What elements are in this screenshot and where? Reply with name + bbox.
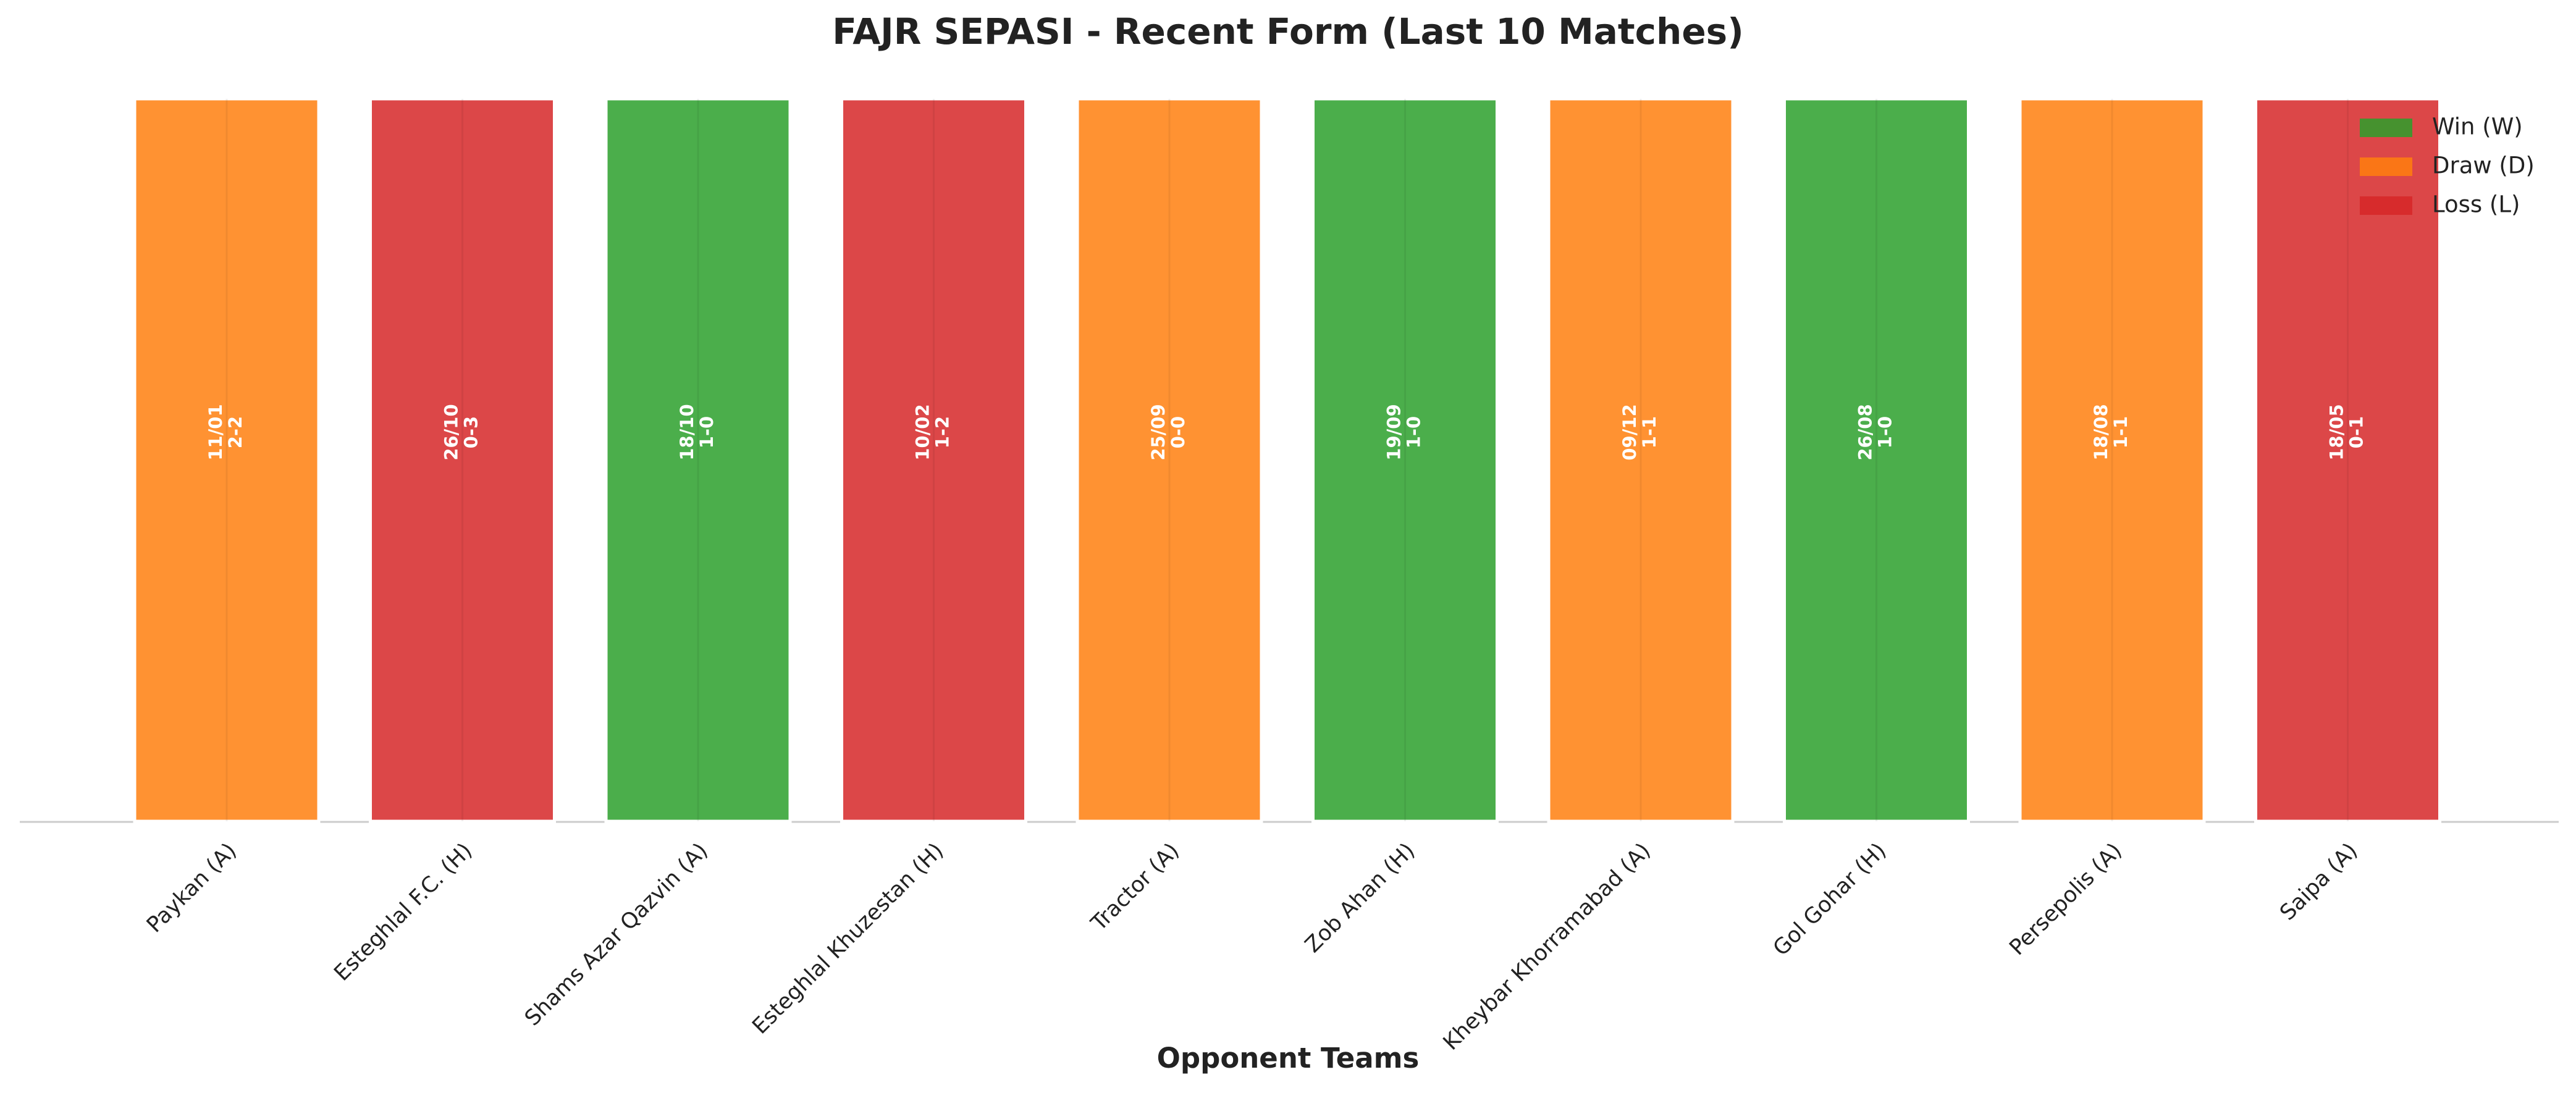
bar <box>2254 97 2441 823</box>
chart-title: FAJR SEPASI - Recent Form (Last 10 Match… <box>832 10 1743 52</box>
legend-label: Win (W) <box>2432 114 2523 140</box>
bar-label: 18/101-0 <box>676 404 717 460</box>
bar-date: 11/01 <box>205 404 226 460</box>
legend-swatch <box>2360 196 2412 215</box>
bar-score: 1-1 <box>1639 416 1660 448</box>
bar <box>840 97 1027 823</box>
bar-date: 26/10 <box>441 404 462 460</box>
bar <box>1783 97 1970 823</box>
bar-date: 18/10 <box>676 404 697 460</box>
legend-swatch <box>2360 119 2412 137</box>
bar-score: 1-1 <box>2110 416 2131 448</box>
legend-label: Loss (L) <box>2432 191 2520 218</box>
bar-date: 25/09 <box>1148 404 1169 460</box>
legend-swatch <box>2360 157 2412 176</box>
bar-score: 1-0 <box>1404 416 1425 448</box>
bar-label: 19/091-0 <box>1384 404 1425 460</box>
bar-date: 09/12 <box>1619 404 1640 460</box>
legend-label: Draw (D) <box>2432 153 2535 179</box>
bar <box>1547 97 1735 823</box>
bar-date: 19/09 <box>1384 404 1405 460</box>
bar-score: 1-2 <box>932 416 953 448</box>
x-axis-label: Opponent Teams <box>1157 1042 1420 1074</box>
bar-date: 26/08 <box>1855 404 1876 460</box>
bar-date: 18/05 <box>2326 404 2347 460</box>
bar-label: 10/021-2 <box>912 404 953 460</box>
bar-label: 09/121-1 <box>1619 404 1660 460</box>
bar <box>2018 97 2206 823</box>
bar <box>369 97 556 823</box>
bar-label: 18/050-1 <box>2326 404 2367 460</box>
bar-date: 18/08 <box>2090 404 2111 460</box>
bar-label: 26/081-0 <box>1855 404 1896 460</box>
bar-date: 10/02 <box>912 404 933 460</box>
bar-score: 0-1 <box>2346 416 2367 448</box>
bar-score: 0-3 <box>461 416 482 448</box>
bar <box>1311 97 1499 823</box>
bar-label: 25/090-0 <box>1148 404 1189 460</box>
bar-label: 18/081-1 <box>2090 404 2131 460</box>
bar-score: 1-0 <box>696 416 717 448</box>
bar <box>133 97 321 823</box>
bar-score: 2-2 <box>225 416 246 448</box>
bar <box>1075 97 1263 823</box>
bar-score: 0-0 <box>1168 416 1189 448</box>
bar-score: 1-0 <box>1875 416 1896 448</box>
bar <box>604 97 792 823</box>
bar-label: 26/100-3 <box>441 404 482 460</box>
bar-label: 11/012-2 <box>205 404 246 460</box>
